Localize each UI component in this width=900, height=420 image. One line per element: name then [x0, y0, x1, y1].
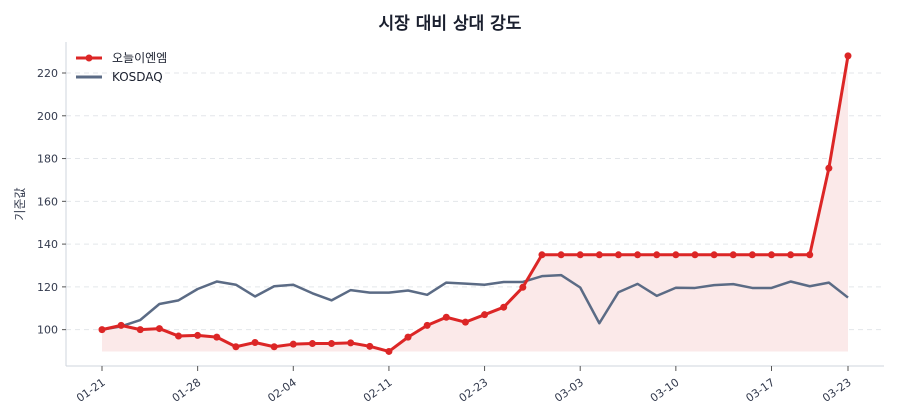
data-point	[576, 251, 584, 259]
data-point	[328, 340, 336, 348]
data-point	[672, 251, 680, 259]
axes	[65, 42, 884, 367]
data-point	[767, 251, 775, 259]
data-point	[595, 251, 603, 259]
y-tick-label: 180	[37, 153, 58, 166]
data-point	[481, 311, 489, 319]
data-point	[155, 325, 163, 333]
data-point	[289, 340, 297, 348]
series-layer	[98, 52, 852, 355]
y-tick-label: 140	[37, 238, 58, 251]
data-point	[634, 251, 642, 259]
data-point	[461, 318, 469, 326]
data-point	[194, 331, 202, 339]
data-point	[844, 52, 852, 60]
x-tick-label: 01-28	[170, 376, 204, 405]
series-line-0	[101, 55, 850, 353]
data-point	[710, 251, 718, 259]
x-tick-label: 03-03	[552, 376, 586, 405]
data-point	[308, 340, 316, 348]
x-tick-label: 02-11	[361, 376, 395, 405]
data-point	[213, 333, 221, 341]
data-point	[98, 326, 106, 334]
data-point	[538, 251, 546, 259]
legend-item-1: KOSDAQ	[76, 70, 163, 84]
y-axis-label: 기준값	[13, 187, 27, 220]
data-point	[825, 164, 833, 172]
data-point	[404, 333, 412, 341]
y-tick-label: 200	[37, 110, 58, 123]
data-point	[787, 251, 795, 259]
data-point	[614, 251, 622, 259]
data-point	[175, 332, 183, 340]
x-tick-label: 03-23	[820, 376, 854, 405]
x-tick-label: 02-04	[265, 376, 299, 405]
fill-layer	[102, 55, 848, 352]
y-tick-label: 100	[37, 324, 58, 337]
tick-labels: 100 120 140 160 180 200 220 01-21 01-28 02-04 02-1…	[37, 67, 854, 405]
data-point	[423, 321, 431, 329]
data-point	[806, 251, 814, 259]
data-point	[691, 251, 699, 259]
data-point	[729, 251, 737, 259]
legend-label-0: 오늘이엔엠	[112, 51, 167, 65]
y-tick-label: 120	[37, 281, 58, 294]
data-point	[442, 313, 450, 321]
data-point	[519, 283, 527, 291]
data-point	[385, 347, 393, 355]
data-point	[232, 343, 240, 351]
chart-title: 시장 대비 상대 강도	[379, 14, 522, 34]
series-fill-0	[102, 55, 848, 352]
data-point	[557, 251, 565, 259]
data-point	[347, 339, 355, 347]
data-point	[748, 251, 756, 259]
x-tick-label: 03-10	[648, 376, 682, 405]
data-point	[366, 342, 374, 350]
data-point	[251, 338, 259, 346]
series-line-1	[101, 273, 849, 331]
x-tick-label: 03-17	[744, 376, 778, 405]
legend-item-0: 오늘이엔엠	[76, 51, 167, 65]
data-point	[117, 321, 125, 329]
legend-marker-0	[85, 54, 93, 62]
legend-label-1: KOSDAQ	[112, 70, 163, 84]
data-point	[500, 303, 508, 311]
x-tick-label: 02-23	[457, 376, 491, 405]
x-tick-label: 01-21	[74, 376, 108, 405]
y-tick-label: 220	[37, 67, 58, 80]
data-point	[653, 251, 661, 259]
y-tick-label: 160	[37, 195, 58, 208]
legend: 오늘이엔엠 KOSDAQ	[76, 51, 167, 84]
data-point	[136, 326, 144, 334]
data-point	[270, 343, 278, 351]
